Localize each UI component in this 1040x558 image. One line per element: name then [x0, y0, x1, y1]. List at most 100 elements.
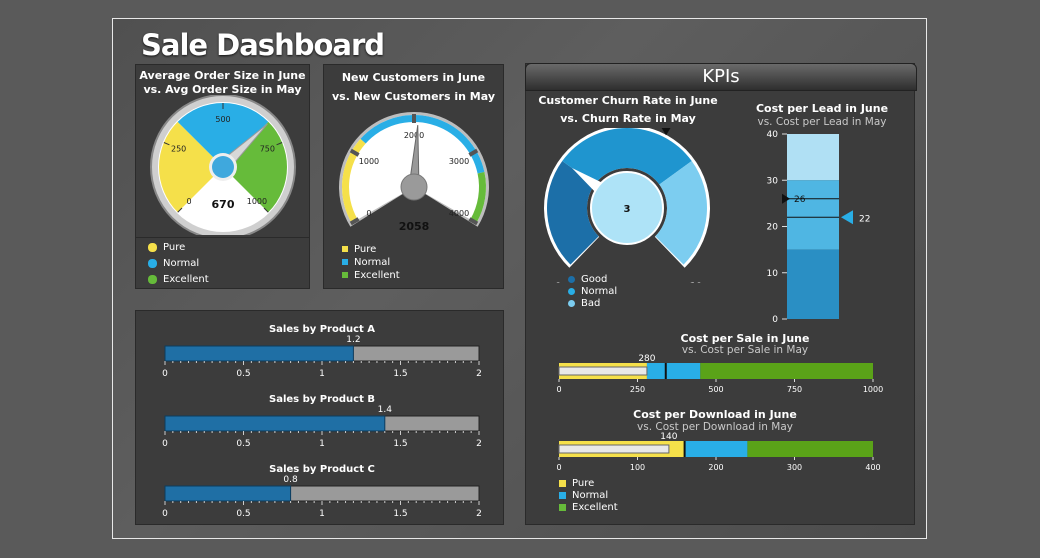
churn-title: Customer Churn Rate in June — [538, 94, 718, 107]
churn-marker — [661, 128, 671, 136]
lead-target-marker — [841, 210, 853, 225]
product-value-label: 1.4 — [378, 405, 393, 415]
normal-swatch — [342, 259, 348, 265]
product-tick-label: 1.5 — [393, 509, 407, 519]
new-customers-title: New Customers in June — [341, 71, 486, 84]
legend-normal: Normal — [572, 490, 609, 501]
new-customers-subtitle: vs. New Customers in May — [331, 90, 495, 103]
legend-excellent: Excellent — [572, 502, 618, 513]
gauge-band — [342, 138, 366, 223]
lead-band — [787, 180, 839, 250]
normal-swatch — [148, 258, 157, 268]
gauge-tick-label: 250 — [171, 145, 186, 154]
gauge-band — [360, 115, 485, 174]
product-bar — [164, 415, 386, 432]
cost-per-download-band — [747, 441, 873, 457]
gauge-tick — [276, 142, 283, 146]
gauge-value-label: 670 — [212, 198, 235, 211]
normal-swatch — [559, 491, 566, 499]
product-tick-label: 0.5 — [236, 509, 250, 519]
legend-pure: Pure — [163, 242, 186, 253]
lead-tick-label: 10 — [767, 269, 779, 279]
gauge-band — [177, 103, 269, 167]
product-tick-label: 1 — [319, 369, 325, 379]
cost-per-sale-tick-label: 750 — [787, 385, 802, 394]
excellent-swatch — [559, 503, 566, 511]
churn-subtitle: vs. Churn Rate in May — [560, 112, 696, 125]
cost-per-download-title: Cost per Download in June — [633, 408, 797, 421]
churn-gauge: 3 0 10 — [544, 128, 710, 283]
cost-per-download-chart: 140 0 100 200 300 400 — [556, 432, 880, 472]
gauge-tick-label: 3000 — [449, 157, 469, 166]
product-bar-title: Sales by Product A — [269, 324, 375, 335]
bad-swatch — [568, 299, 575, 307]
gauge-hub — [590, 171, 664, 245]
avg-order-legend-panel: Pure Normal Excellent — [135, 237, 310, 289]
product-value-label: 0.8 — [283, 475, 298, 485]
gauge-tick-label: 2000 — [404, 131, 424, 140]
product-tick-label: 2 — [476, 439, 482, 449]
product-tick-label: 1.5 — [393, 439, 407, 449]
cost-per-download-tick-label: 0 — [556, 463, 561, 472]
gauge-tick — [263, 207, 269, 213]
cost-per-sale-band — [700, 363, 873, 379]
lead-tick-label: 0 — [772, 315, 778, 325]
lead-target-label: 22 — [859, 214, 870, 224]
gauge-tick-label: 0 — [187, 197, 192, 206]
avg-order-panel: Average Order Size in June vs. Avg Order… — [135, 64, 310, 239]
gauge-band — [223, 121, 287, 213]
cost-per-download-band — [684, 441, 748, 457]
gauge-tick-label: 500 — [215, 115, 230, 124]
legend-good: Good — [581, 274, 608, 285]
cost-per-sale-title: Cost per Sale in June — [680, 332, 810, 345]
product-tick-label: 1.5 — [393, 369, 407, 379]
gauge-tick — [349, 148, 360, 157]
legend-bad: Bad — [581, 298, 601, 309]
gauge-tick-label: 1000 — [359, 157, 379, 166]
legend-normal: Normal — [163, 258, 200, 269]
excellent-swatch — [148, 274, 157, 284]
cost-per-sale-chart: 280 0 250 500 750 1000 — [556, 354, 883, 394]
cost-per-sale-tick-label: 1000 — [863, 385, 883, 394]
lead-tick-label: 30 — [767, 176, 779, 186]
gauge-band — [655, 160, 707, 265]
product-tick-label: 0 — [162, 509, 168, 519]
legend-excellent: Excellent — [354, 270, 400, 281]
product-tick-label: 1 — [319, 439, 325, 449]
cost-per-sale-tick-label: 500 — [708, 385, 723, 394]
gauge-tick — [163, 142, 170, 146]
new-customers-gauge: 0 1000 2000 3000 4000 2058 — [339, 112, 489, 233]
good-swatch — [568, 275, 575, 283]
product-tick-label: 0.5 — [236, 439, 250, 449]
cost-per-download-tick-label: 400 — [865, 463, 880, 472]
cost-per-download-value-label: 140 — [660, 432, 677, 442]
lead-band — [787, 134, 839, 181]
product-tick-label: 0 — [162, 439, 168, 449]
cost-per-download-subtitle: vs. Cost per Download in May — [637, 421, 793, 433]
pure-swatch — [559, 479, 566, 487]
cost-per-sale-value-label: 280 — [638, 354, 655, 364]
product-tick-label: 2 — [476, 369, 482, 379]
legend-normal: Normal — [581, 286, 618, 297]
gauge-tick-label: 4000 — [449, 209, 469, 218]
cost-per-sale-tick-label: 250 — [630, 385, 645, 394]
product-bar-title: Sales by Product B — [269, 394, 375, 405]
sales-bars-chart: Sales by Product A1.2 0 0.5 1 1.5 2 Sales by P… — [162, 324, 482, 519]
pure-swatch — [342, 246, 348, 252]
avg-order-title: Average Order Size in June — [139, 69, 306, 82]
excellent-swatch — [342, 272, 348, 278]
product-bar-title: Sales by Product C — [269, 464, 375, 475]
product-bar — [164, 485, 292, 502]
product-value-label: 1.2 — [346, 335, 360, 345]
normal-swatch — [568, 287, 575, 295]
new-customers-panel: New Customers in June vs. New Customers … — [323, 64, 504, 289]
gauge-hub — [400, 173, 428, 201]
gauge-band — [470, 172, 486, 223]
sales-by-product-panel: Sales by Product A 1.2 0 0.5 1 1.5 2 Sales by P… — [135, 310, 504, 525]
cost-per-sale-tick-label: 0 — [556, 385, 561, 394]
cost-per-download-tick-label: 200 — [708, 463, 723, 472]
legend-excellent: Excellent — [163, 274, 209, 285]
gauge-band — [159, 121, 223, 213]
kpi-header: KPIs — [525, 63, 917, 91]
product-tick-label: 0.5 — [236, 369, 250, 379]
